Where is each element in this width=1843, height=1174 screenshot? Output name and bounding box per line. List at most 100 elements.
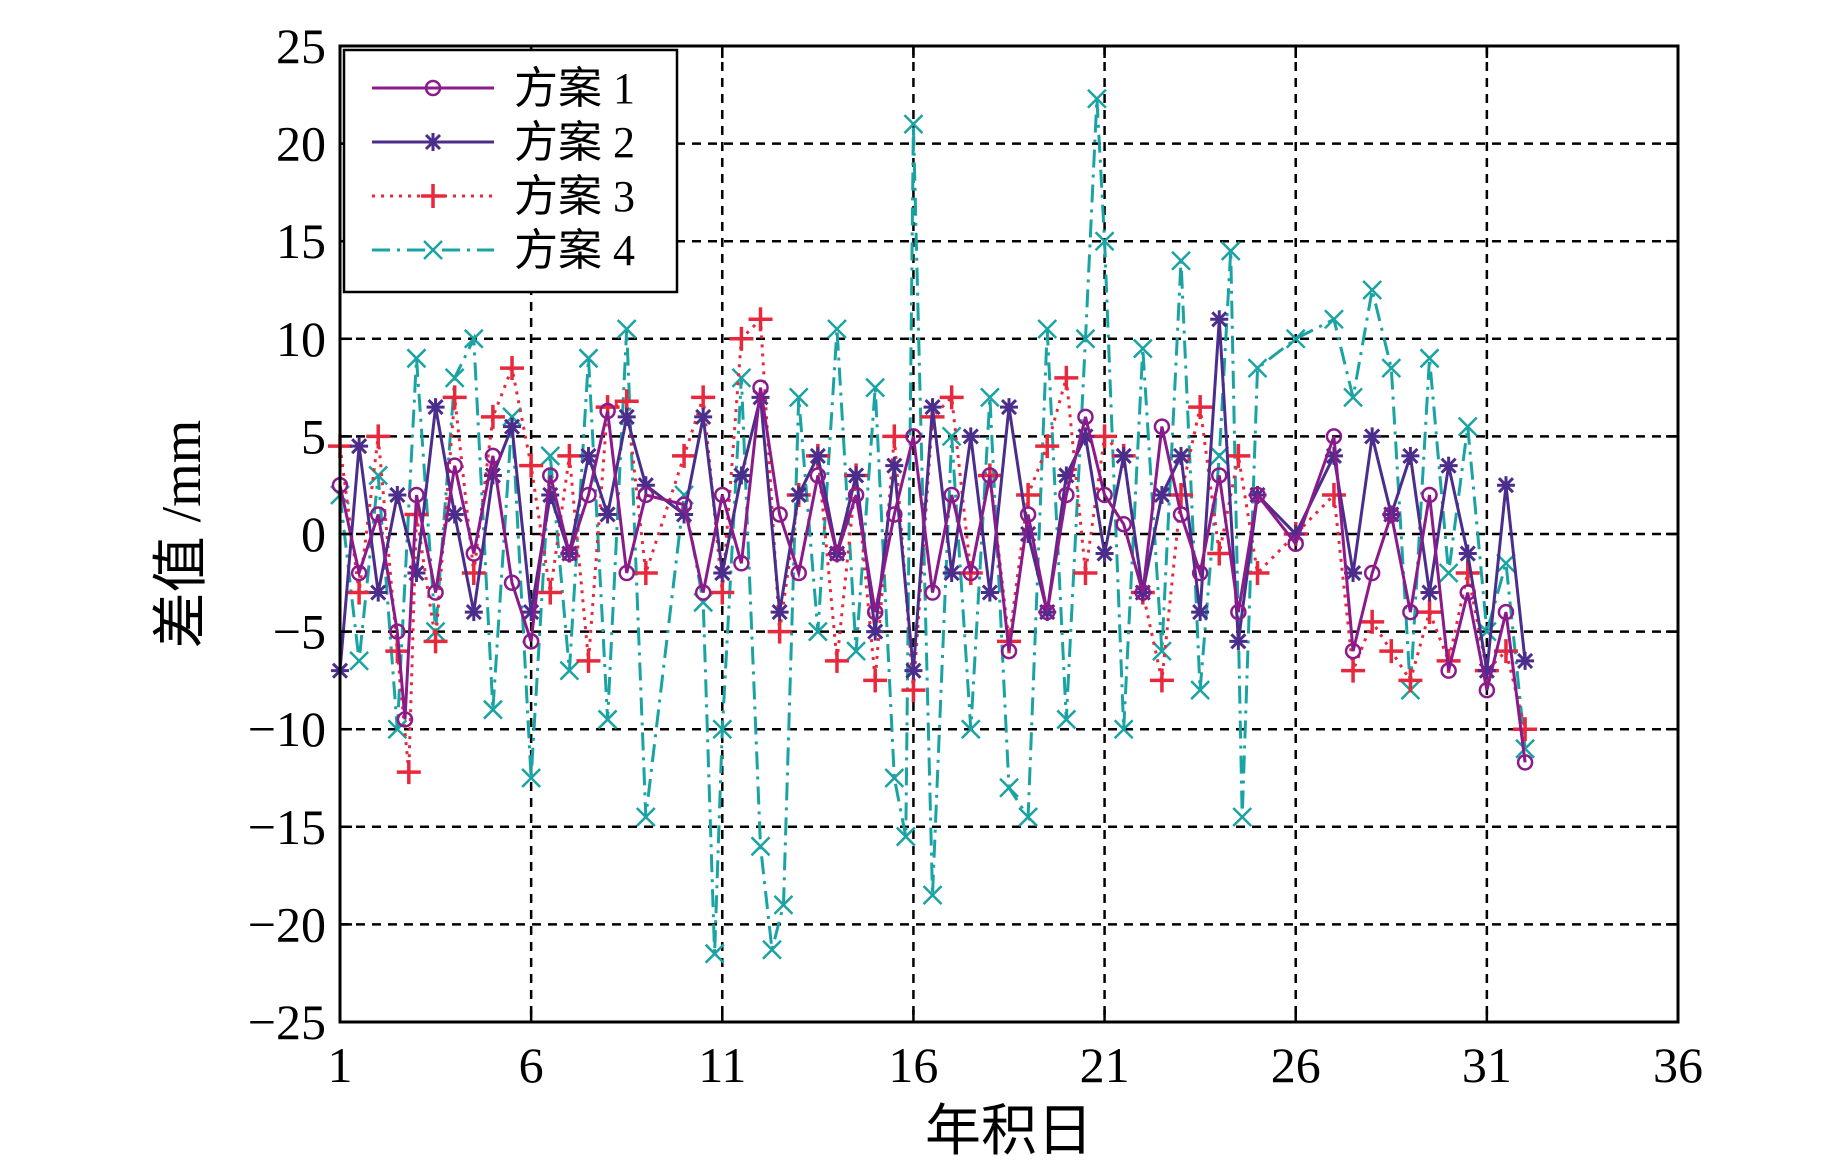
data-point (808, 446, 827, 465)
data-point (981, 467, 999, 484)
data-point (713, 564, 732, 583)
data-point (1324, 309, 1344, 330)
data-point (1152, 641, 1172, 662)
legend-box (342, 48, 679, 294)
data-point (866, 622, 885, 641)
x-tick-label: 26 (1271, 1037, 1321, 1093)
data-point (388, 485, 407, 504)
data-point (1077, 408, 1094, 426)
data-point (349, 650, 369, 671)
x-tick-label: 6 (519, 1037, 544, 1093)
data-point (1153, 418, 1171, 435)
data-point (752, 379, 769, 396)
data-point (903, 114, 924, 134)
data-point (598, 505, 617, 524)
data-point (773, 894, 794, 915)
data-point (1037, 319, 1058, 339)
legend: 方案 1 方案 2 方案 3 方案 4 (342, 48, 679, 294)
data-point (846, 641, 866, 662)
legend-label: 方案 1 (514, 64, 635, 113)
data-point (809, 467, 827, 484)
data-point (1229, 632, 1248, 651)
data-point (710, 580, 735, 605)
data-point (788, 387, 809, 408)
data-point (1419, 348, 1440, 369)
data-point (366, 424, 391, 449)
data-point (1171, 250, 1191, 271)
data-point (1230, 603, 1247, 621)
series-line (338, 98, 1527, 954)
series-circle (331, 379, 1534, 771)
data-point (521, 768, 542, 788)
data-point (770, 603, 789, 622)
data-point (942, 564, 961, 583)
data-point (694, 407, 713, 426)
data-point (1016, 482, 1041, 507)
data-point (1092, 424, 1117, 449)
data-point (922, 885, 943, 906)
data-point (1458, 544, 1477, 563)
data-point (561, 545, 578, 562)
legend-marker (423, 240, 443, 260)
data-point (790, 564, 807, 582)
data-point (1172, 446, 1191, 465)
data-point (483, 699, 503, 720)
data-point (444, 367, 465, 388)
data-point (1497, 603, 1515, 621)
legend-item: 方案 3 (372, 172, 635, 221)
data-point (1056, 709, 1077, 730)
data-point (1207, 541, 1232, 566)
data-point (1439, 456, 1458, 475)
data-point (748, 307, 773, 332)
data-point (617, 407, 636, 426)
data-point (1211, 467, 1228, 484)
data-point (1000, 642, 1018, 660)
data-point (1115, 515, 1132, 533)
data-point (1420, 583, 1439, 602)
y-tick-label: 5 (301, 408, 326, 464)
data-point (712, 719, 733, 740)
data-point (442, 385, 467, 410)
data-point (1516, 754, 1534, 771)
y-tick-label: 25 (276, 18, 326, 74)
x-axis-title: 年积日 (925, 1101, 1093, 1163)
data-point (1249, 486, 1266, 504)
data-point (1402, 603, 1419, 621)
data-point (847, 486, 865, 504)
data-point (1152, 485, 1171, 504)
data-point (407, 564, 426, 583)
data-point (939, 385, 964, 410)
data-point (1134, 584, 1152, 601)
data-point (1172, 506, 1190, 523)
data-point (542, 467, 559, 484)
data-point (463, 328, 484, 349)
data-point (1209, 446, 1230, 466)
data-point (980, 387, 1000, 408)
data-point (1232, 807, 1253, 827)
y-tick-label: −5 (273, 604, 326, 660)
data-point (1169, 482, 1194, 507)
data-point (1132, 338, 1153, 359)
data-point (882, 424, 907, 449)
data-point (408, 486, 425, 504)
data-point (1496, 476, 1515, 495)
data-point (885, 456, 904, 475)
data-point (1000, 398, 1018, 417)
x-tick-label: 36 (1653, 1037, 1703, 1093)
data-point (1054, 365, 1079, 390)
data-point (1398, 668, 1423, 693)
data-point (1381, 358, 1402, 378)
data-point (522, 633, 540, 650)
legend-marker (421, 184, 445, 208)
data-point (1438, 563, 1459, 583)
legend-marker (424, 133, 442, 151)
data-point (924, 584, 941, 601)
data-point (350, 564, 368, 582)
data-point (1363, 427, 1382, 446)
data-point (519, 453, 544, 478)
data-point (464, 603, 483, 622)
y-tick-label: −10 (248, 701, 326, 757)
data-point (866, 603, 884, 621)
data-point (1325, 428, 1343, 445)
data-point (729, 326, 754, 351)
